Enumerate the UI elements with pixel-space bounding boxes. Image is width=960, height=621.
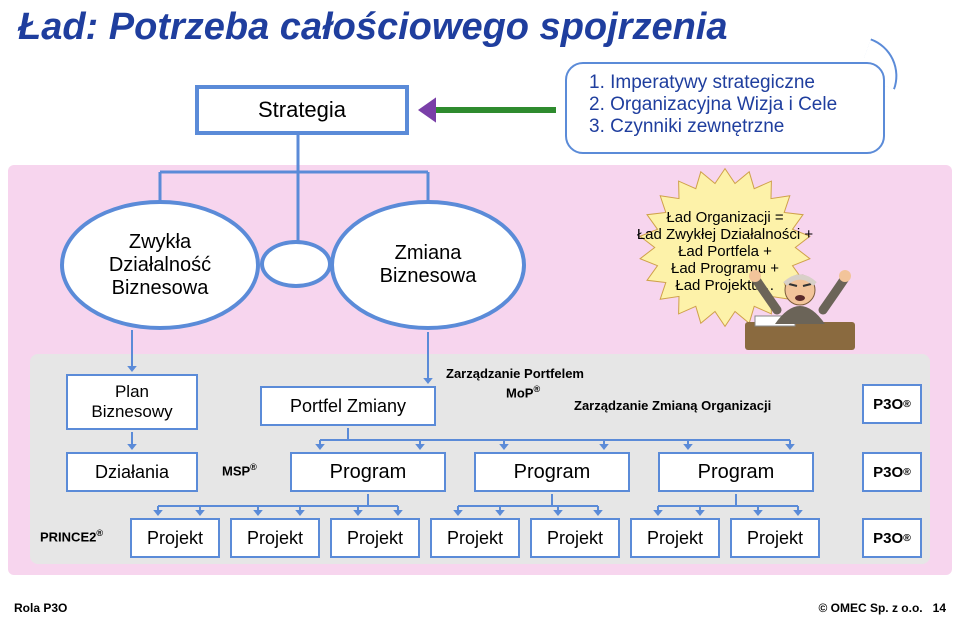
projekt-cell: Projekt [430, 518, 520, 558]
portfel-zmiany-cell: Portfel Zmiany [260, 386, 436, 426]
p3o-cell-1: P3O® [862, 384, 922, 424]
projekt-cell: Projekt [330, 518, 420, 558]
projekt-cell: Projekt [230, 518, 320, 558]
imperatywy-line: 1. Imperatywy strategiczne [589, 72, 857, 94]
imperatywy-line: 2. Organizacyjna Wizja i Cele [589, 94, 857, 116]
footer-left: Rola P3O [14, 601, 67, 615]
copyright: © OMEC Sp. z o.o. [818, 601, 922, 615]
footer-right: © OMEC Sp. z o.o. 14 [818, 601, 946, 615]
projekt-cell: Projekt [530, 518, 620, 558]
p3o-cell-2: P3O® [862, 452, 922, 492]
ellipse-zmiana: ZmianaBiznesowa [330, 200, 526, 330]
ellipse-zmiana-text: ZmianaBiznesowa [380, 242, 477, 288]
program-cell: Program [658, 452, 814, 492]
angry-man-icon [745, 260, 855, 350]
plan-biznesowy-text: PlanBiznesowy [91, 382, 172, 422]
prince2-label: PRINCE2® [40, 528, 103, 544]
projekt-cell: Projekt [130, 518, 220, 558]
program-cell: Program [474, 452, 630, 492]
zmo-label: Zarządzanie Zmianą Organizacji [574, 398, 771, 413]
dzialania-cell: Działania [66, 452, 198, 492]
imperatywy-line: 3. Czynniki zewnętrzne [589, 116, 857, 138]
p3o-cell-3: P3O® [862, 518, 922, 558]
starburst-line: Ład Zwykłej Działalności + [637, 226, 813, 243]
portfel-zmiany-text: Portfel Zmiany [290, 396, 406, 417]
program-cell: Program [290, 452, 446, 492]
imperatywy-callout: 1. Imperatywy strategiczne2. Organizacyj… [565, 62, 885, 154]
ellipse-zwykla: ZwykłaDziałalnośćBiznesowa [60, 200, 260, 330]
page-num: 14 [933, 601, 946, 615]
starburst-line: Ład Organizacji = [666, 209, 783, 226]
slide-root: Ład: Potrzeba całościowego spojrzenia St… [0, 0, 960, 621]
projekt-cell: Projekt [630, 518, 720, 558]
starburst-line: Ład Portfela + [678, 243, 772, 260]
msp-label: MSP® [222, 462, 257, 478]
projekt-cell: Projekt [730, 518, 820, 558]
ellipse-mid-small [260, 240, 332, 288]
mop-label-mid: MoP® [506, 384, 540, 400]
dzialania-text: Działania [95, 462, 169, 483]
plan-biznesowy-cell: PlanBiznesowy [66, 374, 198, 430]
ellipse-zwykla-text: ZwykłaDziałalnośćBiznesowa [109, 231, 211, 300]
mop-label-top: Zarządzanie Portfelem [446, 366, 584, 381]
